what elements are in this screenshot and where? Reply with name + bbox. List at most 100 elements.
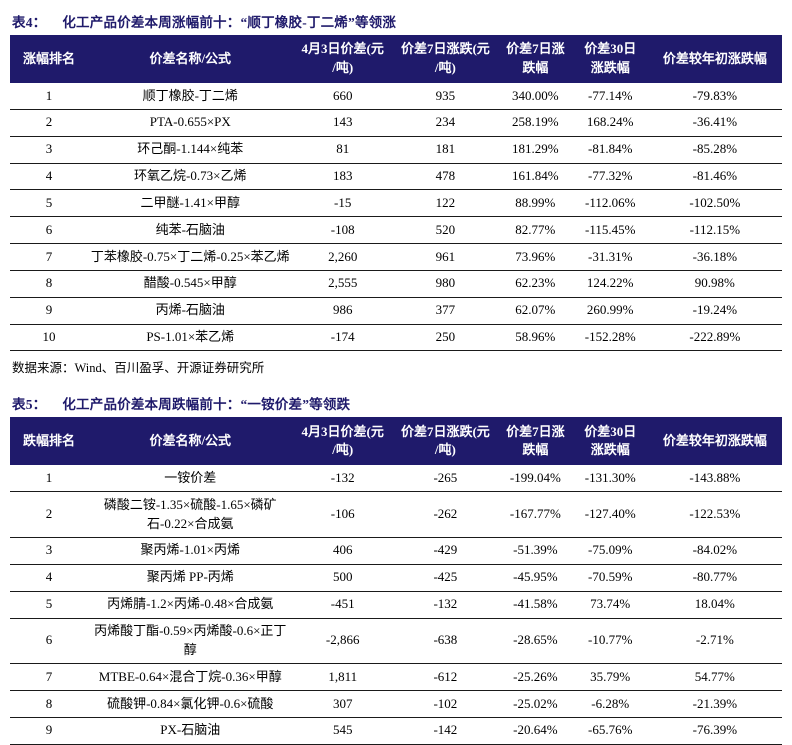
table-cell: -45.95% <box>497 564 573 592</box>
table-cell: -31.31% <box>572 243 648 271</box>
table-cell: 9 <box>10 297 88 325</box>
table-cell: -174 <box>292 324 393 352</box>
column-header: 价差较年初涨跌幅 <box>647 35 782 83</box>
table-cell: 聚丙烯 PP-丙烯 <box>87 564 293 592</box>
table-cell: 545 <box>292 717 393 745</box>
table-row: 7 丁苯橡胶-0.75×丁二烯-0.25×苯乙烯 2,260 961 73.96% -31… <box>10 243 782 271</box>
table-cell: -112.06% <box>572 189 648 218</box>
column-header: 价差7日涨 跌幅 <box>497 417 573 466</box>
table-cell: -638 <box>392 618 498 665</box>
table-cell: 260.99% <box>572 297 648 325</box>
table-row: 6 丙烯酸丁酯-0.59×丙烯酸-0.6×正丁醇 -2,866 -638 -28.65%… <box>10 618 782 665</box>
table4-title-label: 表4： <box>12 15 47 30</box>
table-cell: 986 <box>292 297 393 325</box>
table-cell: -425 <box>392 564 498 592</box>
table-row: 10 PS-1.01×苯乙烯 -174 250 58.96% -152.28% -222.8… <box>10 324 782 352</box>
table-row: 2 PTA-0.655×PX 143 234 258.19% 168.24% -36.41% <box>10 109 782 137</box>
table-cell: -77.14% <box>572 83 648 110</box>
table-cell: -152.28% <box>572 324 648 352</box>
table5-header: 跌幅排名 价差名称/公式 4月3日价差(元 /吨) 价差7日涨跌(元 /吨) 价差7日涨… <box>10 417 782 466</box>
table-cell: 2 <box>10 491 88 538</box>
table-cell: PX-石脑油 <box>87 717 293 745</box>
table-cell: 3 <box>10 537 88 565</box>
table5-title-label: 表5： <box>12 397 47 413</box>
table-cell: 88.99% <box>497 189 573 218</box>
table-cell: 90.98% <box>647 270 782 298</box>
table5-title-text: 化工产品价差本周跌幅前十：“一铵价差”等领跌 <box>62 397 351 413</box>
table-cell: -36.41% <box>647 109 782 137</box>
column-header: 价差7日涨跌(元 /吨) <box>392 417 498 466</box>
table-row: 3 聚丙烯-1.01×丙烯 406 -429 -51.39% -75.09% -84.02% <box>10 537 782 565</box>
table-cell: -10.77% <box>572 618 648 665</box>
column-header: 4月3日价差(元 /吨) <box>292 35 393 83</box>
table-cell: -70.59% <box>572 564 648 592</box>
table-cell: -262 <box>392 491 498 538</box>
table-cell: 406 <box>292 537 393 565</box>
table-cell: 18.04% <box>647 591 782 619</box>
table-cell: 7 <box>10 663 88 692</box>
table4-header: 涨幅排名 价差名称/公式 4月3日价差(元 /吨) 价差7日涨跌(元 /吨) 价差7日涨… <box>10 35 782 83</box>
table-row: 5 二甲醚-1.41×甲醇 -15 122 88.99% -112.06% -102.50% <box>10 189 782 218</box>
table-cell: -143.88% <box>647 465 782 493</box>
table-cell: -80.77% <box>647 564 782 592</box>
table-cell: -131.30% <box>572 465 648 493</box>
table-cell: 660 <box>292 83 393 110</box>
table-cell: 62.23% <box>497 270 573 298</box>
column-header: 涨幅排名 <box>10 35 88 83</box>
table-cell: -81.46% <box>647 163 782 191</box>
table-cell: 307 <box>292 690 393 718</box>
table-cell: 250 <box>392 324 498 352</box>
column-header: 价差名称/公式 <box>87 417 293 466</box>
table-cell: -65.76% <box>572 717 648 745</box>
table-cell: 377 <box>392 297 498 325</box>
table-cell: 8 <box>10 270 88 298</box>
table-row: 4 聚丙烯 PP-丙烯 500 -425 -45.95% -70.59% -80.77% <box>10 564 782 592</box>
table5-section: 表5： 化工产品价差本周跌幅前十：“一铵价差”等领跌 跌幅排名 价差名称/公式 4月3… <box>10 390 782 745</box>
table-cell: 935 <box>392 83 498 110</box>
table-cell: 520 <box>392 216 498 245</box>
table-cell: -222.89% <box>647 324 782 352</box>
table-row: 4 环氧乙烷-0.73×乙烯 183 478 161.84% -77.32% -81.46% <box>10 163 782 191</box>
table-row: 2 磷酸二铵-1.35×硫酸-1.65×磷矿石-0.22×合成氨 -106 -262-… <box>10 491 782 538</box>
table-cell: 181.29% <box>497 136 573 164</box>
table-cell: -79.83% <box>647 83 782 110</box>
table-cell: MTBE-0.64×混合丁烷-0.36×甲醇 <box>87 663 293 692</box>
table-cell: 82.77% <box>497 216 573 245</box>
table-row: 9 丙烯-石脑油 986 377 62.07% 260.99% -19.24% <box>10 297 782 325</box>
table-cell: -142 <box>392 717 498 745</box>
table-cell: 62.07% <box>497 297 573 325</box>
table-cell: -75.09% <box>572 537 648 565</box>
table-cell: 8 <box>10 690 88 718</box>
table-cell: 258.19% <box>497 109 573 137</box>
table-cell: -21.39% <box>647 690 782 718</box>
table-cell: 丙烯酸丁酯-0.59×丙烯酸-0.6×正丁醇 <box>87 618 293 665</box>
table-cell: 聚丙烯-1.01×丙烯 <box>87 537 293 565</box>
table-cell: 1 <box>10 83 88 110</box>
table-cell: 183 <box>292 163 393 191</box>
table5-price-spread-losers: 跌幅排名 价差名称/公式 4月3日价差(元 /吨) 价差7日涨跌(元 /吨) 价差7日涨… <box>10 417 782 745</box>
column-header: 价差7日涨 跌幅 <box>497 35 573 83</box>
table-cell: 1,811 <box>292 663 393 692</box>
column-header: 价差30日 涨跌幅 <box>572 35 648 83</box>
table-cell: -102 <box>392 690 498 718</box>
table-cell: -25.26% <box>497 663 573 692</box>
table-cell: 478 <box>392 163 498 191</box>
table-cell: 168.24% <box>572 109 648 137</box>
table-cell: 961 <box>392 243 498 271</box>
table-cell: -77.32% <box>572 163 648 191</box>
table-cell: 2,555 <box>292 270 393 298</box>
table-cell: 234 <box>392 109 498 137</box>
table-cell: -2,866 <box>292 618 393 665</box>
table4-section: 表4： 化工产品价差本周涨幅前十：“顺丁橡胶-丁二烯”等领涨 涨幅排名 价差名称/公… <box>10 8 782 380</box>
table-cell: -2.71% <box>647 618 782 665</box>
table4-source: 数据来源：Wind、百川盈孚、开源证券研究所 <box>12 361 265 376</box>
table-cell: -6.28% <box>572 690 648 718</box>
table-row: 8 硫酸钾-0.84×氯化钾-0.6×硫酸 307 -102 -25.02% -6.28%… <box>10 690 782 718</box>
table-cell: -132 <box>392 591 498 619</box>
table-cell: 980 <box>392 270 498 298</box>
table-cell: -102.50% <box>647 189 782 218</box>
table-cell: 5 <box>10 189 88 218</box>
table-cell: -451 <box>292 591 393 619</box>
table-cell: 纯苯-石脑油 <box>87 216 293 245</box>
table-cell: 3 <box>10 136 88 164</box>
